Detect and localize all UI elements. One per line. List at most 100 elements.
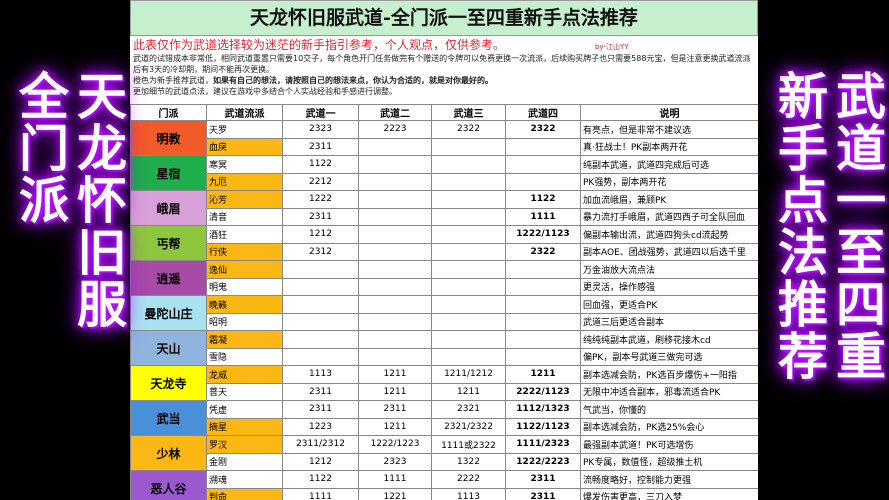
wudao-3-cell — [431, 155, 506, 174]
desc-cell: 万金油放大流点法 — [580, 260, 758, 279]
wudao-2-cell — [358, 295, 432, 314]
disclaimer: 此表仅作为武道选择较为迷茫的新手指引参考，个人观点，仅供参考。 — [133, 38, 506, 52]
wudao-3-cell: 1111或2322 — [431, 435, 506, 454]
table-row: 菩天 2311 1211 1211 2222/1123 无限中冲适合副本，邪毒流适合PK — [131, 382, 758, 401]
wudao-1-cell: 1111 — [282, 487, 359, 500]
sect-cell: 丐帮 — [130, 225, 207, 261]
desc-cell: PK强势，副本两开花 — [580, 172, 758, 191]
column-header: 武道一 — [282, 104, 359, 121]
wudao-2-cell — [358, 190, 432, 209]
wudao-4-cell: 1122 — [505, 190, 581, 209]
wudao-3-cell: 2322 — [431, 120, 506, 139]
wudao-4-cell: 2311 — [505, 487, 581, 500]
wudao-2-cell: 2311 — [358, 400, 432, 419]
sect-cell: 天山 — [130, 330, 207, 366]
desc-cell: 暴力流打手峨眉，武道四西子可全队回血 — [580, 207, 758, 226]
overlay-line: 武道一至四重 — [828, 70, 886, 382]
style-cell: 罗汉 — [206, 435, 283, 454]
wudao-4-cell: 1222/1123 — [505, 225, 581, 244]
wudao-3-cell — [431, 295, 506, 314]
table-row: 峨眉 沁芳 1222 1122 加血流峨眉，兼顾PK — [130, 190, 758, 226]
wudao-3-cell: 1322 — [431, 452, 506, 471]
author: by-江山YY — [595, 43, 629, 51]
wudao-4-cell — [505, 312, 581, 331]
wudao-3-cell — [431, 260, 506, 279]
wudao-2-cell — [358, 277, 432, 296]
overlay-title-right: 武道一至四重 新手点法推荐 — [762, 70, 886, 430]
wudao-4-cell: 2222/1123 — [505, 382, 581, 401]
wudao-2-cell: 2323 — [358, 452, 432, 471]
style-cell: 雪隐 — [206, 347, 283, 366]
table-row: 曼陀山庄 晚籁 回血强，更适合PK — [130, 295, 758, 331]
wudao-2-cell: 2223 — [358, 120, 432, 139]
desc-cell: 气武当，你懂的 — [580, 400, 758, 419]
desc-cell: 流畅度略好，控制能力更强 — [580, 470, 758, 489]
wudao-1-cell — [282, 295, 359, 314]
overlay-title-left: 天龙怀旧服 全门派 — [3, 70, 127, 430]
wudao-3-cell: 2321 — [431, 400, 506, 419]
wudao-1-cell: 2311 — [282, 207, 359, 226]
wudao-2-cell: 1211 — [358, 365, 432, 384]
sect-cell: 逍遥 — [130, 260, 207, 296]
wudao-3-cell — [431, 225, 506, 244]
wudao-2-cell: 1211 — [358, 417, 432, 436]
table-row: 昭明 武道三后更适合副本 — [131, 312, 758, 331]
sect-cell: 天龙寺 — [130, 365, 207, 401]
overlay-line: 全门派 — [11, 70, 69, 226]
style-cell: 昭明 — [206, 312, 283, 331]
style-cell: 酒狂 — [206, 225, 283, 244]
table-header: 门派 武道流派 武道一 武道二 武道三 武道四 说明 — [130, 104, 758, 121]
wudao-4-cell — [505, 330, 581, 349]
table-row: 九厄 2212 PK强势，副本两开花 — [131, 172, 758, 191]
wudao-2-cell — [358, 172, 432, 191]
table-row: 逍遥 逸仙 万金油放大流点法 — [130, 260, 758, 296]
table-row: 武当 凭虚 2311 2311 2321 1112/1323 气武当，你懂的 — [130, 400, 758, 436]
overlay-line: 天龙怀旧服 — [69, 70, 127, 330]
style-cell: 九厄 — [206, 172, 283, 191]
wudao-2-cell — [358, 260, 432, 279]
desc-cell: 偏PK，副本号武道三做完可选 — [580, 347, 758, 366]
wudao-1-cell: 1113 — [282, 365, 359, 384]
wudao-3-cell — [431, 207, 506, 226]
overlay-line: 新手点法推荐 — [770, 70, 828, 382]
wudao-1-cell — [282, 312, 359, 331]
wudao-4-cell: 1122/1123 — [505, 417, 581, 436]
style-cell: 寒冥 — [206, 155, 283, 174]
wudao-1-cell: 2311 — [282, 400, 359, 419]
guide-sheet: 天龙怀旧服武道-全门派一至四重新手点法推荐 此表仅作为武道选择较为迷茫的新手指引… — [130, 0, 758, 500]
table-row: 血戾 2311 真·狂战士！PK副本两开花 — [131, 137, 758, 156]
wudao-3-cell — [431, 347, 506, 366]
desc-cell: 真·狂战士！PK副本两开花 — [580, 137, 758, 156]
wudao-4-cell — [505, 295, 581, 314]
wudao-4-cell — [505, 137, 581, 156]
wudao-4-cell: 1211 — [505, 365, 581, 384]
wudao-2-cell: 1221 — [358, 487, 432, 500]
style-cell: 菩天 — [206, 382, 283, 401]
column-header: 武道四 — [505, 104, 581, 121]
wudao-4-cell: 1111 — [505, 207, 581, 226]
desc-cell: 爆发伤害更高，三刀入梦 — [580, 487, 758, 500]
wudao-4-cell — [505, 155, 581, 174]
style-cell: 行侠 — [206, 242, 283, 261]
wudao-4-cell — [505, 277, 581, 296]
note-line-3: 更加细节的武道点法，建议在游戏中多结合个人实战经验和手感进行调整。 — [133, 87, 397, 96]
wudao-3-cell: 1113 — [431, 487, 506, 500]
wudao-2-cell — [358, 225, 432, 244]
style-cell: 逸仙 — [206, 260, 283, 279]
table-row: 明教 天罗 2323 2223 2322 2322 有亮点，但是非常不建议选 — [130, 120, 758, 156]
table-row: 少林 罗汉 2311/2312 1222/1223 1111或2322 1111/2323… — [130, 435, 758, 471]
desc-cell: 加血流峨眉，兼顾PK — [580, 190, 758, 209]
sect-cell: 明教 — [130, 120, 207, 156]
column-header: 武道流派 — [206, 104, 283, 121]
notes: 此表仅作为武道选择较为迷茫的新手指引参考，个人观点，仅供参考。 by-江山YY 武… — [130, 36, 758, 104]
wudao-1-cell: 2323 — [282, 120, 359, 139]
wudao-2-cell — [358, 347, 432, 366]
column-header: 武道三 — [431, 104, 506, 121]
column-header: 说明 — [580, 104, 758, 121]
wudao-3-cell: 1211 — [431, 382, 506, 401]
style-cell: 沁芳 — [206, 190, 283, 209]
style-cell: 霜凝 — [206, 330, 283, 349]
desc-cell: 纯纯纯副本武道，刷移花接木cd — [580, 330, 758, 349]
wudao-1-cell: 2212 — [282, 172, 359, 191]
wudao-4-cell: 2311 — [505, 470, 581, 489]
